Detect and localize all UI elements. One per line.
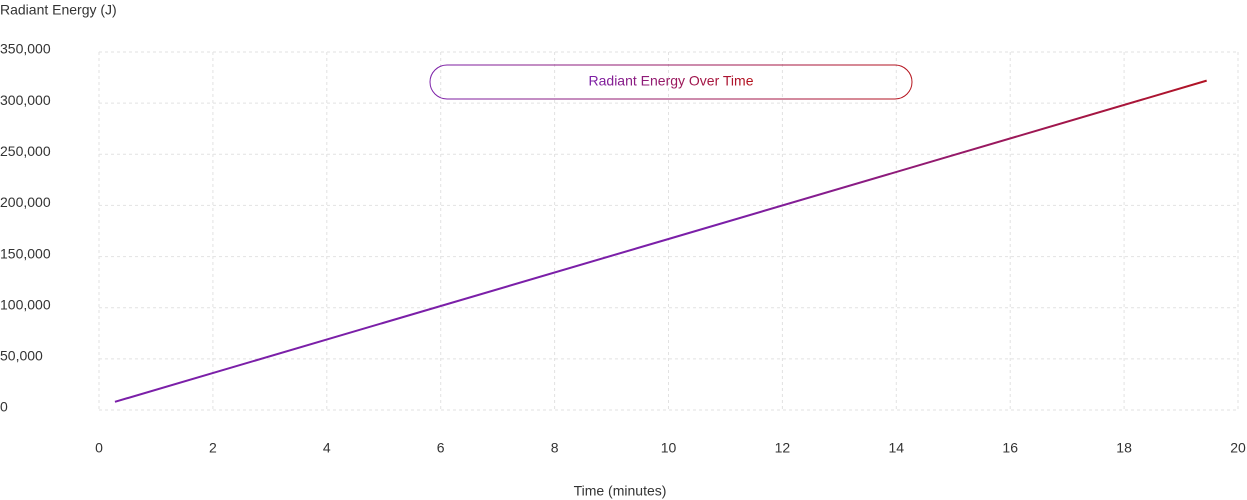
y-tick-label: 250,000 [0, 143, 51, 159]
y-tick-label: 0 [0, 399, 8, 415]
x-tick-label: 16 [1002, 440, 1018, 456]
chart-title: Radiant Energy Over Time [589, 73, 754, 89]
x-tick-label: 18 [1116, 440, 1132, 456]
x-axis-title: Time (minutes) [574, 483, 667, 499]
y-tick-label: 350,000 [0, 41, 51, 57]
x-tick-label: 4 [323, 440, 331, 456]
y-tick-label: 100,000 [0, 296, 51, 312]
x-tick-label: 20 [1230, 440, 1246, 456]
title-box [429, 64, 913, 100]
y-tick-label: 200,000 [0, 194, 51, 210]
x-tick-label: 0 [95, 440, 103, 456]
x-tick-label: 8 [551, 440, 559, 456]
x-tick-label: 10 [661, 440, 677, 456]
y-tick-label: 300,000 [0, 92, 51, 108]
line [114, 79, 1207, 403]
y-axis-title: Radiant Energy (J) [0, 2, 117, 18]
y-tick-label: 150,000 [0, 245, 51, 261]
x-tick-label: 12 [775, 440, 791, 456]
y-tick-label: 50,000 [0, 348, 43, 364]
grid [98, 51, 1239, 411]
x-tick-label: 14 [889, 440, 905, 456]
x-tick-label: 2 [209, 440, 217, 456]
x-tick-label: 6 [437, 440, 445, 456]
